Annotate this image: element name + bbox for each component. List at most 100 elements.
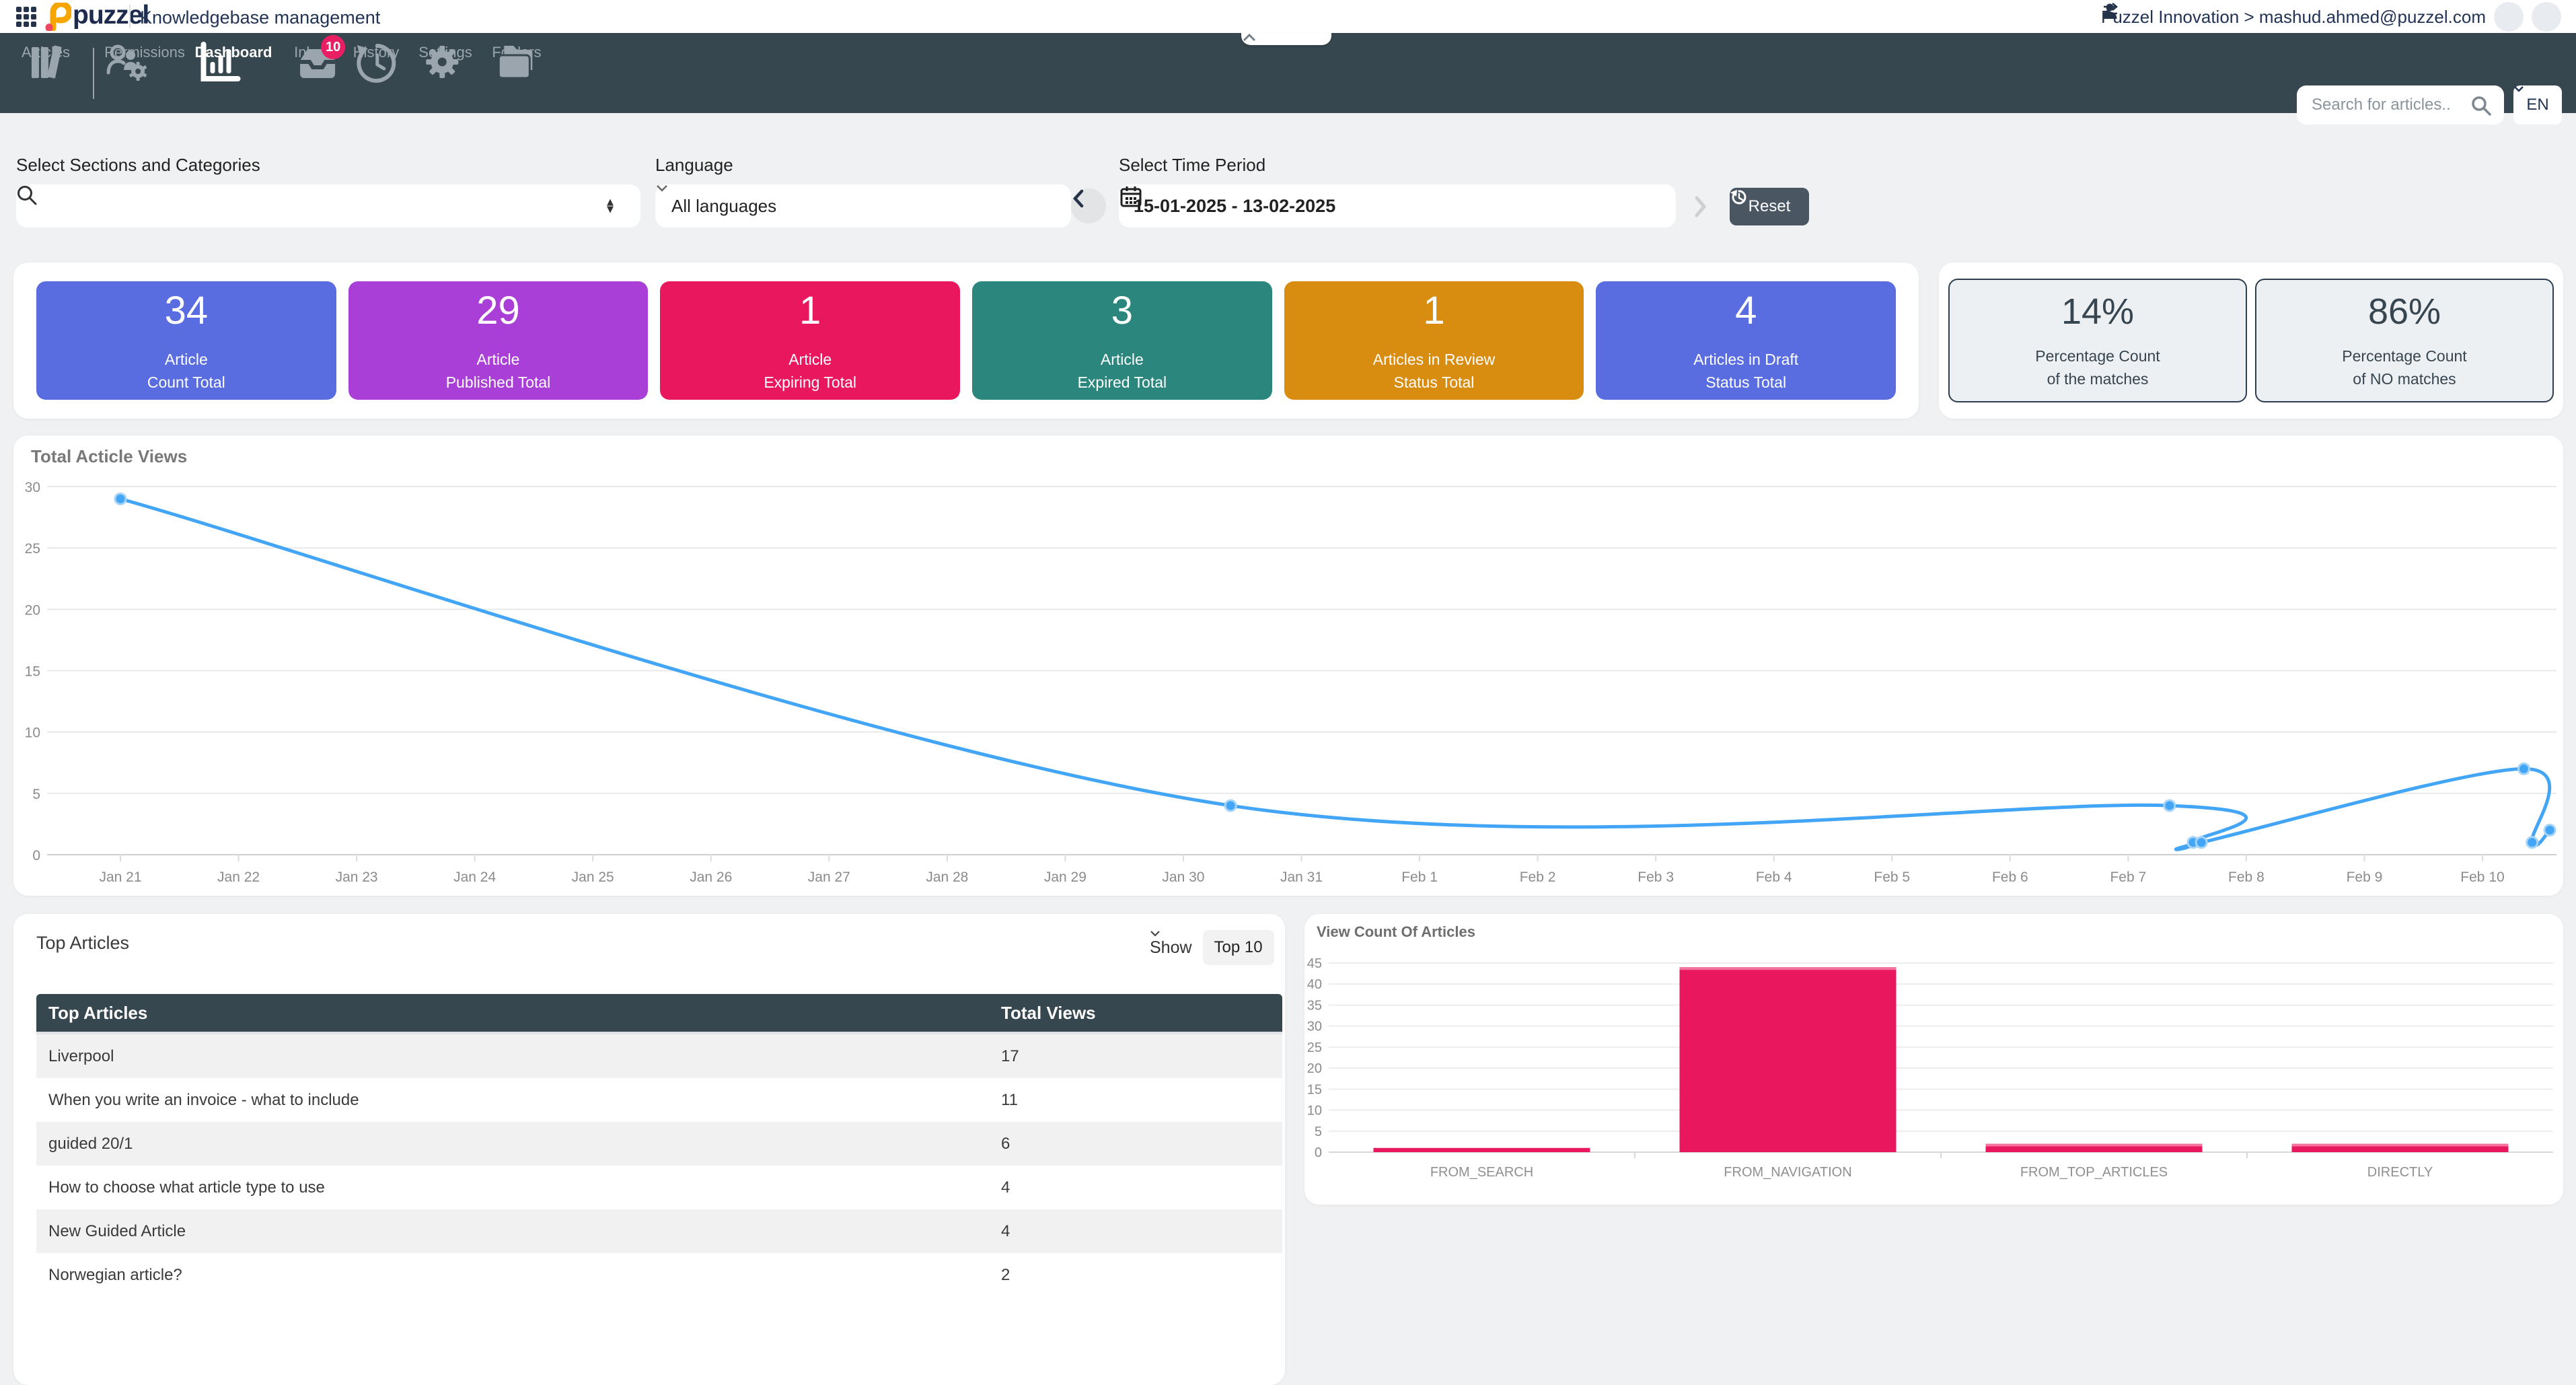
gear-icon — [426, 46, 459, 78]
language-select[interactable]: EN — [2513, 85, 2562, 125]
svg-text:40: 40 — [1307, 977, 1322, 992]
table-row[interactable]: New Guided Article 4 — [36, 1209, 1282, 1253]
switch-account-button[interactable] — [2102, 2, 2524, 32]
period-date-input[interactable]: 15-01-2025 - 13-02-2025 — [1119, 184, 1676, 227]
top-articles-panel: Top Articles Show Top 10 Top Articles To… — [13, 914, 1285, 1385]
table-row[interactable]: Norwegian article? 2 — [36, 1253, 1282, 1297]
chevron-down-icon — [1150, 931, 1160, 937]
line-chart-title: Total Acticle Views — [31, 446, 188, 466]
svg-text:FROM_SEARCH: FROM_SEARCH — [1430, 1165, 1533, 1180]
svg-text:25: 25 — [25, 541, 40, 557]
permissions-people-gear-icon — [106, 44, 147, 81]
show-label: Show — [1150, 937, 1192, 957]
section-title: Top Articles — [36, 933, 130, 953]
divider — [129, 5, 131, 28]
col-header-views: Total Views — [1001, 1002, 1096, 1023]
table-header: Top Articles Total Views — [36, 994, 1282, 1034]
svg-text:Jan 21: Jan 21 — [99, 869, 141, 885]
stat-card-in-review: 1 Articles in Review Status Total — [1284, 281, 1584, 400]
article-title: When you write an invoice - what to incl… — [48, 1090, 359, 1109]
app-launcher-icon[interactable] — [16, 7, 36, 27]
chevron-up-icon — [1243, 33, 1256, 42]
show-top-select[interactable]: Top 10 — [1150, 930, 1274, 965]
table-row[interactable]: When you write an invoice - what to incl… — [36, 1078, 1282, 1122]
divider — [93, 48, 94, 99]
svg-text:Feb 5: Feb 5 — [1874, 869, 1910, 885]
nav-item-dashboard[interactable]: Dashboard — [195, 42, 272, 81]
nav-item-permissions[interactable]: Permissions — [104, 42, 185, 81]
folders-icon — [497, 46, 533, 79]
article-views: 11 — [1001, 1090, 1018, 1109]
svg-text:DIRECTLY: DIRECTLY — [2367, 1165, 2433, 1180]
svg-text:Feb 2: Feb 2 — [1520, 869, 1556, 885]
user-icon — [2102, 3, 2117, 19]
collapse-toolbar-tab[interactable] — [1241, 33, 1331, 45]
svg-text:5: 5 — [32, 787, 40, 802]
svg-text:Jan 29: Jan 29 — [1044, 869, 1087, 885]
history-clock-icon — [357, 44, 396, 83]
sections-filter-label: Select Sections and Categories — [16, 155, 260, 175]
svg-text:Jan 23: Jan 23 — [336, 869, 378, 885]
nav-item-articles[interactable]: Articles — [22, 42, 70, 79]
stat-card-published-total: 29 Article Published Total — [348, 281, 649, 400]
inbox-badge: 10 — [321, 35, 346, 59]
svg-text:Jan 26: Jan 26 — [690, 869, 732, 885]
nav-item-inbox[interactable]: 10 Inbox — [294, 35, 346, 78]
svg-text:Jan 28: Jan 28 — [926, 869, 968, 885]
line-chart[interactable]: 0 5 10 15 20 25 30 Jan 21 Jan 22 Jan 23 Jan 24 Jan … — [13, 435, 2563, 896]
view-count-chart-panel: View Count Of Articles 0 5 10 15 20 25 30 35 40 4… — [1304, 914, 2563, 1205]
period-back-button[interactable] — [1071, 188, 1106, 223]
svg-text:45: 45 — [1307, 956, 1322, 971]
svg-text:FROM_TOP_ARTICLES: FROM_TOP_ARTICLES — [2020, 1165, 2168, 1180]
article-views: 17 — [1001, 1046, 1019, 1065]
nav-item-folders[interactable]: Folders — [492, 42, 542, 79]
nav-item-history[interactable]: History — [353, 42, 399, 83]
article-title: Norwegian article? — [48, 1265, 182, 1284]
nav-item-settings[interactable]: Settings — [418, 42, 472, 78]
user-menu-button[interactable] — [2102, 2, 2561, 32]
chevron-down-icon — [657, 185, 667, 192]
books-icon — [31, 45, 62, 79]
total-article-views-chart-panel: Total Acticle Views 0 5 10 15 20 25 30 Jan 21 Ja… — [13, 435, 2563, 896]
svg-text:Jan 27: Jan 27 — [808, 869, 850, 885]
calendar-icon[interactable] — [1119, 184, 1143, 209]
svg-text:5: 5 — [1315, 1125, 1322, 1139]
select-spinner-icon: ▲ ▼ — [607, 197, 614, 215]
language-filter-select[interactable]: All languages — [655, 184, 1071, 227]
article-views: 4 — [1001, 1178, 1010, 1197]
account-breadcrumb: Puzzel Innovation > mashud.ahmed@puzzel.… — [2101, 6, 2486, 27]
reset-button[interactable]: Reset — [1730, 188, 1809, 225]
svg-text:Feb 6: Feb 6 — [1992, 869, 2028, 885]
sections-filter-combobox[interactable]: ▲ ▼ — [16, 184, 640, 227]
svg-text:0: 0 — [32, 848, 40, 863]
svg-text:15: 15 — [25, 664, 40, 680]
percentage-cards-panel: 14% Percentage Count of the matches 86% … — [1939, 262, 2563, 419]
article-views: 6 — [1001, 1134, 1010, 1153]
table-row[interactable]: How to choose what article type to use 4 — [36, 1166, 1282, 1209]
table-row[interactable]: guided 20/1 6 — [36, 1122, 1282, 1166]
stat-cards-panel: 34 Article Count Total 29 Article Publis… — [13, 262, 1919, 419]
stat-card-in-draft: 4 Articles in Draft Status Total — [1596, 281, 1897, 400]
svg-text:30: 30 — [1307, 1020, 1322, 1034]
stat-card-expired-total: 3 Article Expired Total — [972, 281, 1272, 400]
reset-history-icon — [1730, 190, 1746, 205]
table-row[interactable]: Liverpool 17 — [36, 1034, 1282, 1078]
brand-wordmark: puzzel — [73, 1, 149, 30]
svg-text:Jan 31: Jan 31 — [1280, 869, 1323, 885]
svg-text:Feb 7: Feb 7 — [2110, 869, 2146, 885]
page-title: Knowledgebase management — [140, 7, 381, 28]
stat-card-expiring-total: 1 Article Expiring Total — [660, 281, 961, 400]
dashboard-chart-icon — [200, 42, 241, 81]
chevron-left-icon — [1072, 189, 1084, 208]
main-nav: Articles Permissions — [0, 33, 2576, 125]
bar-chart-title: View Count Of Articles — [1317, 923, 1475, 940]
svg-text:Feb 8: Feb 8 — [2228, 869, 2265, 885]
svg-text:30: 30 — [25, 480, 40, 495]
period-filter-label: Select Time Period — [1119, 155, 1266, 175]
article-title: Liverpool — [48, 1046, 114, 1065]
svg-text:10: 10 — [1307, 1104, 1322, 1118]
bar-chart[interactable]: 0 5 10 15 20 25 30 35 40 45 FROM_SEARCH FROM_NAVIGA… — [1304, 914, 2563, 1205]
search-input[interactable] — [2297, 85, 2504, 125]
period-forward-chevron-icon[interactable] — [1693, 195, 1709, 218]
top-bar: puzzel Knowledgebase management Puzzel I… — [0, 0, 2576, 33]
